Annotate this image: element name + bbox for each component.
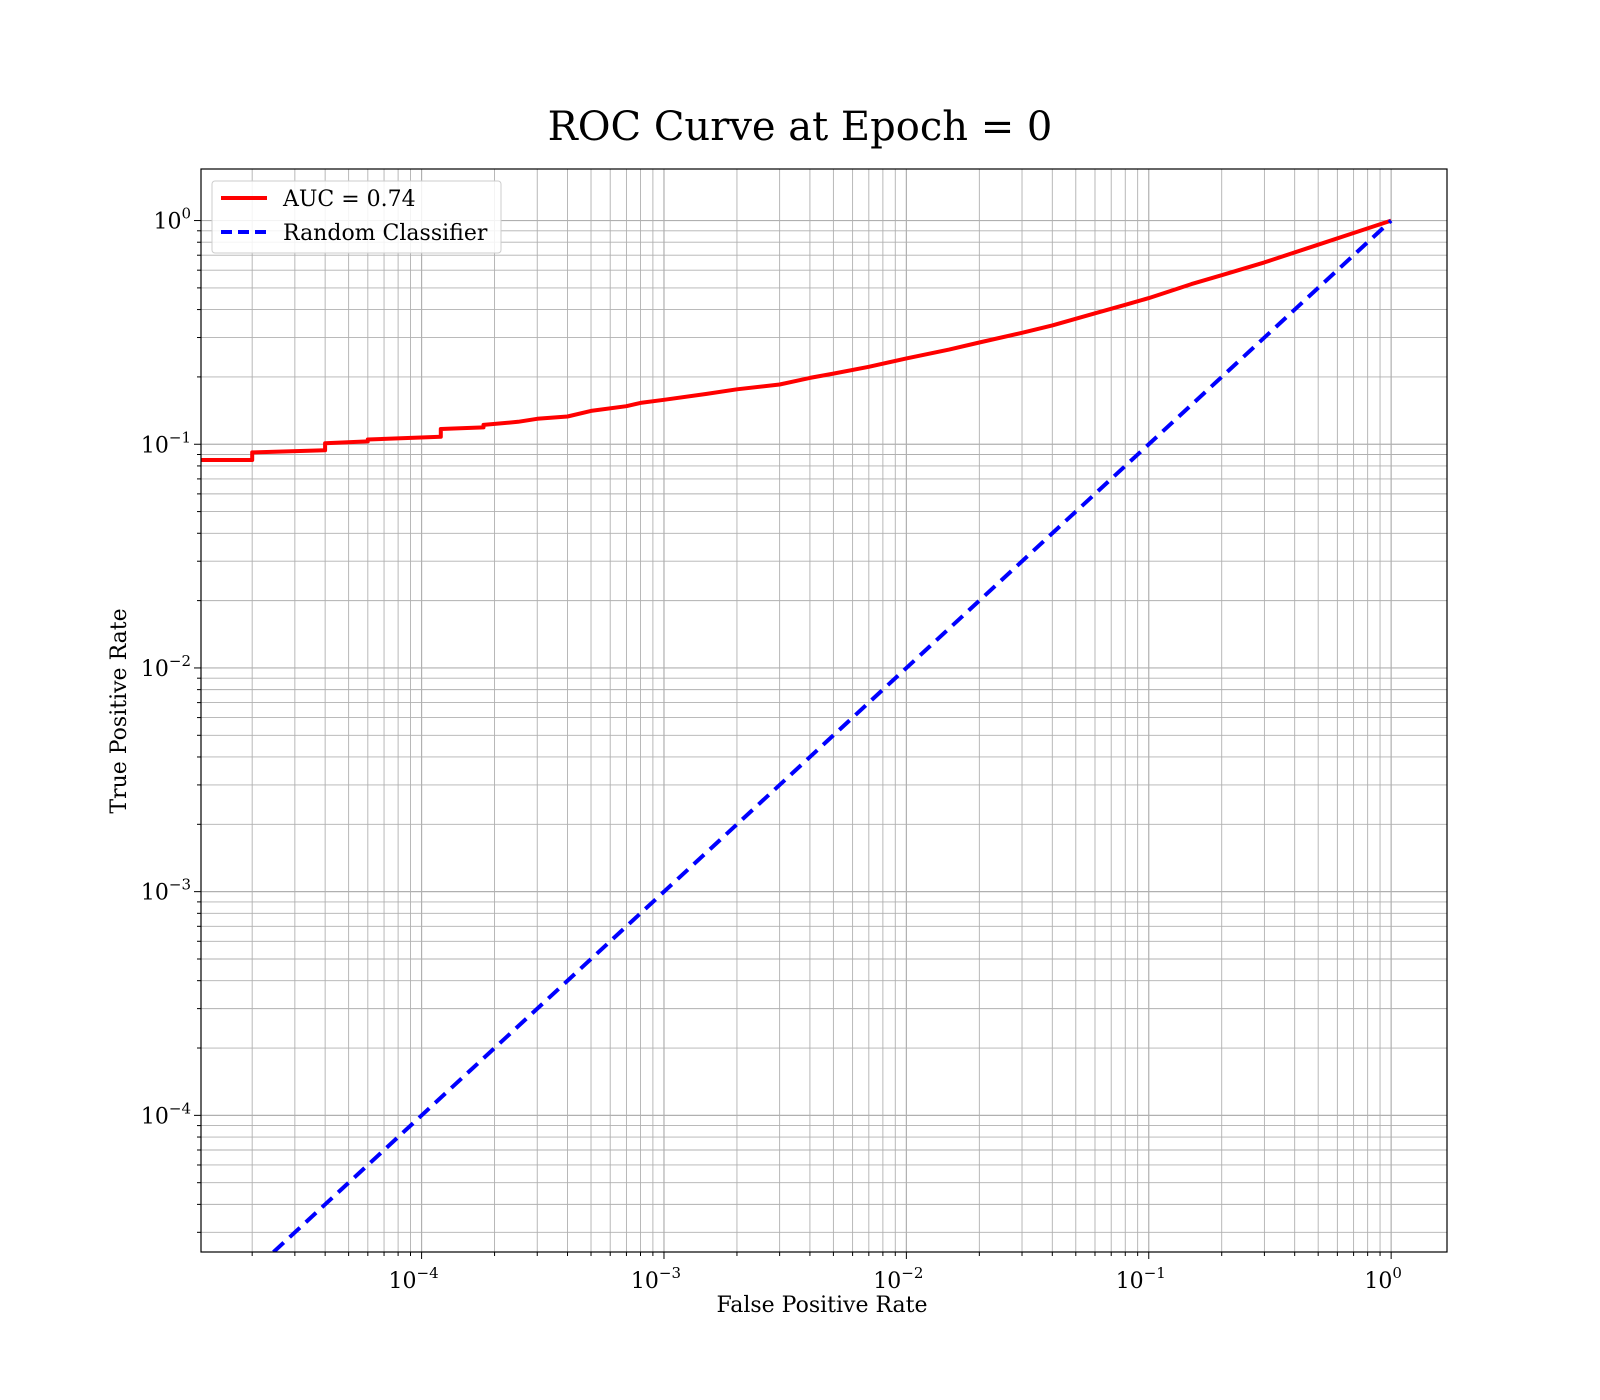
- x-axis-label: False Positive Rate: [716, 1293, 927, 1318]
- y-tick-label: 100: [153, 205, 191, 235]
- legend-box: [211, 180, 502, 254]
- x-tick-label: 10−1: [1116, 1264, 1166, 1294]
- x-tick-label: 10−3: [631, 1264, 681, 1294]
- y-axis-label: True Positive Rate: [107, 608, 132, 813]
- x-axis-ticks: 10−4 10−3 10−2 10−1 100: [251, 1252, 1402, 1294]
- plot-frame: [200, 168, 1448, 1253]
- legend-label-auc: AUC = 0.74: [282, 187, 416, 212]
- y-tick-label: 10−4: [141, 1099, 191, 1129]
- legend-label-random: Random Classifier: [283, 221, 488, 246]
- x-tick-label: 100: [1364, 1264, 1402, 1294]
- y-tick-label: 10−2: [141, 652, 191, 682]
- y-tick-label: 10−3: [141, 876, 191, 906]
- random-classifier-line: [270, 219, 1393, 1252]
- y-axis-ticks: 10−4 10−3 10−2 10−1 100: [141, 205, 201, 1233]
- legend: AUC = 0.74 Random Classifier: [211, 180, 502, 254]
- y-tick-label: 10−1: [141, 428, 191, 458]
- x-tick-label: 10−4: [389, 1264, 439, 1294]
- roc-curve-line: [201, 218, 1392, 462]
- chart-title: ROC Curve at Epoch = 0: [548, 104, 1053, 150]
- grid-lines: [201, 169, 1447, 1252]
- x-tick-label: 10−2: [873, 1264, 923, 1294]
- plot-series: [201, 218, 1393, 1252]
